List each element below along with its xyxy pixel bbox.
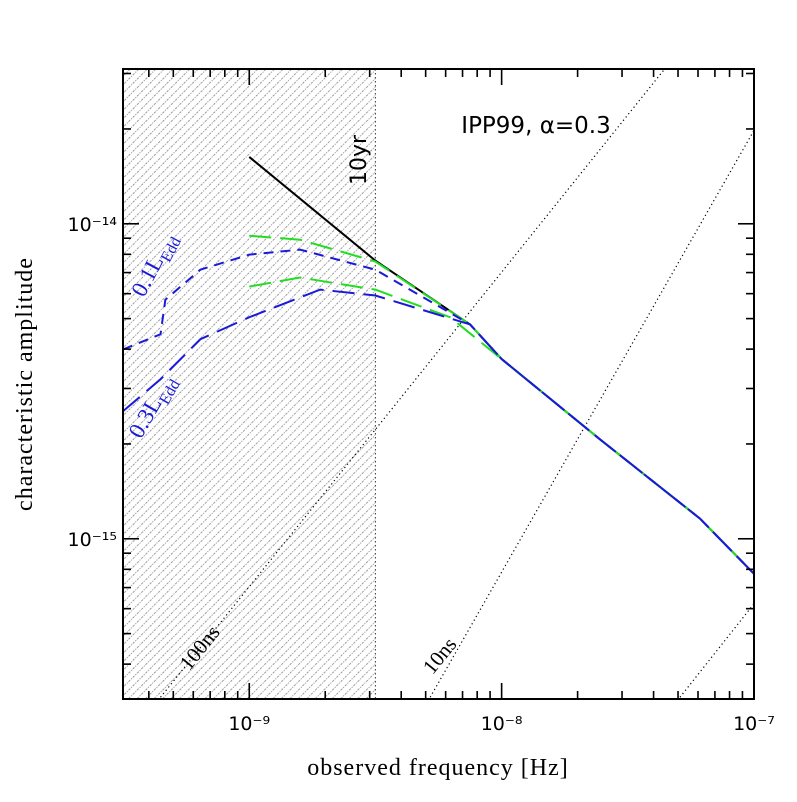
x-tick-label: 10⁻⁹	[228, 713, 270, 735]
annotation: 10yr	[347, 134, 372, 185]
shaded-region	[123, 69, 376, 699]
x-tick-label: 10⁻⁸	[481, 713, 523, 735]
x-axis-label: observed frequency [Hz]	[307, 755, 569, 781]
y-tick-label: 10⁻¹⁴	[68, 214, 118, 236]
plot-frame	[122, 68, 755, 700]
reference-line-label: 10ns	[418, 633, 462, 679]
y-tick-label: 10⁻¹⁵	[68, 529, 117, 551]
reference-line	[429, 130, 754, 698]
series-line	[123, 248, 754, 575]
y-axis-label: characteristic amplitude	[12, 257, 38, 511]
plot-area	[123, 69, 754, 698]
series-line	[123, 288, 754, 575]
annotation: IPP99, α=0.3	[461, 113, 610, 139]
x-tick-label: 10⁻⁷	[733, 713, 775, 735]
reference-line	[679, 603, 754, 698]
